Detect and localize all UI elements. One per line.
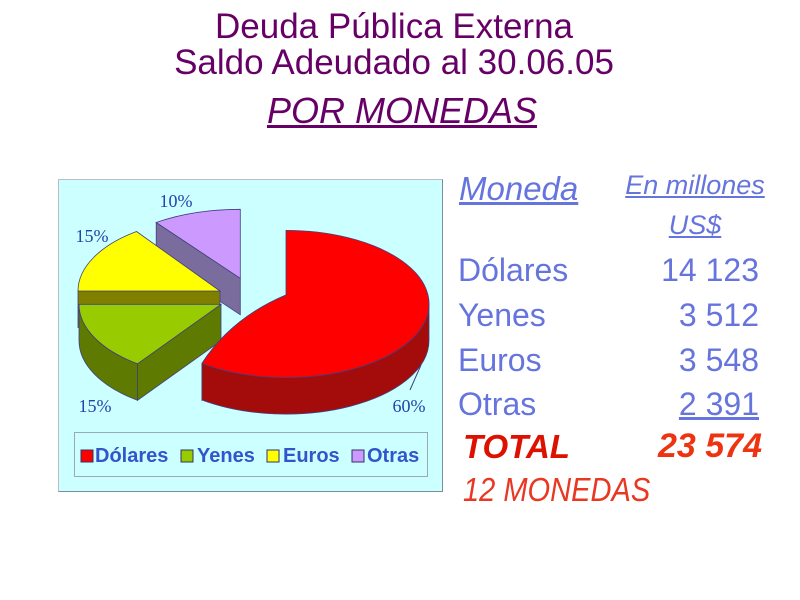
svg-text:Dólares: Dólares [95,445,168,467]
svg-text:10%: 10% [160,191,193,211]
svg-text:15%: 15% [76,226,109,246]
svg-text:15%: 15% [79,396,112,416]
svg-text:Yenes: Yenes [197,445,255,467]
svg-text:60%: 60% [393,396,426,416]
svg-text:Euros: Euros [283,445,340,467]
svg-text:Otras: Otras [367,445,419,467]
